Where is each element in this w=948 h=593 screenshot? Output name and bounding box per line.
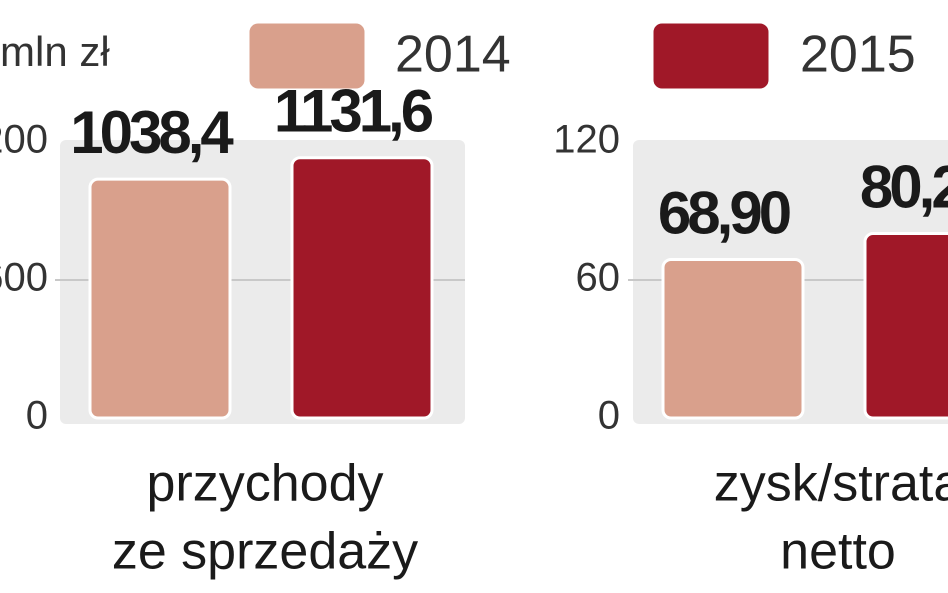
category-label: ze sprzedaży bbox=[112, 523, 418, 581]
category-label: przychody bbox=[147, 455, 384, 513]
y-tick-label: 0 bbox=[26, 394, 48, 438]
category-label: zysk/strata bbox=[714, 455, 948, 513]
y-tick-label: 600 bbox=[0, 256, 48, 300]
value-label: 68,90 bbox=[658, 179, 790, 246]
value-label: 1038,4 bbox=[70, 99, 234, 166]
value-label: 80,20 bbox=[860, 153, 948, 220]
y-tick-label: 120 bbox=[553, 118, 620, 162]
unit-label: mln zł bbox=[0, 28, 110, 75]
legend-label: 2015 bbox=[800, 26, 916, 84]
y-tick-label: 1200 bbox=[0, 118, 48, 162]
category-label: netto bbox=[780, 523, 896, 581]
bar bbox=[661, 258, 805, 420]
bar bbox=[863, 232, 948, 420]
legend-swatch bbox=[650, 20, 772, 92]
value-label: 1131,6 bbox=[274, 78, 433, 145]
legend-swatch bbox=[246, 20, 368, 92]
legend-label: 2014 bbox=[395, 26, 511, 84]
bar bbox=[88, 177, 232, 420]
y-tick-label: 0 bbox=[598, 394, 620, 438]
bar bbox=[290, 156, 434, 420]
y-tick-label: 60 bbox=[576, 256, 621, 300]
